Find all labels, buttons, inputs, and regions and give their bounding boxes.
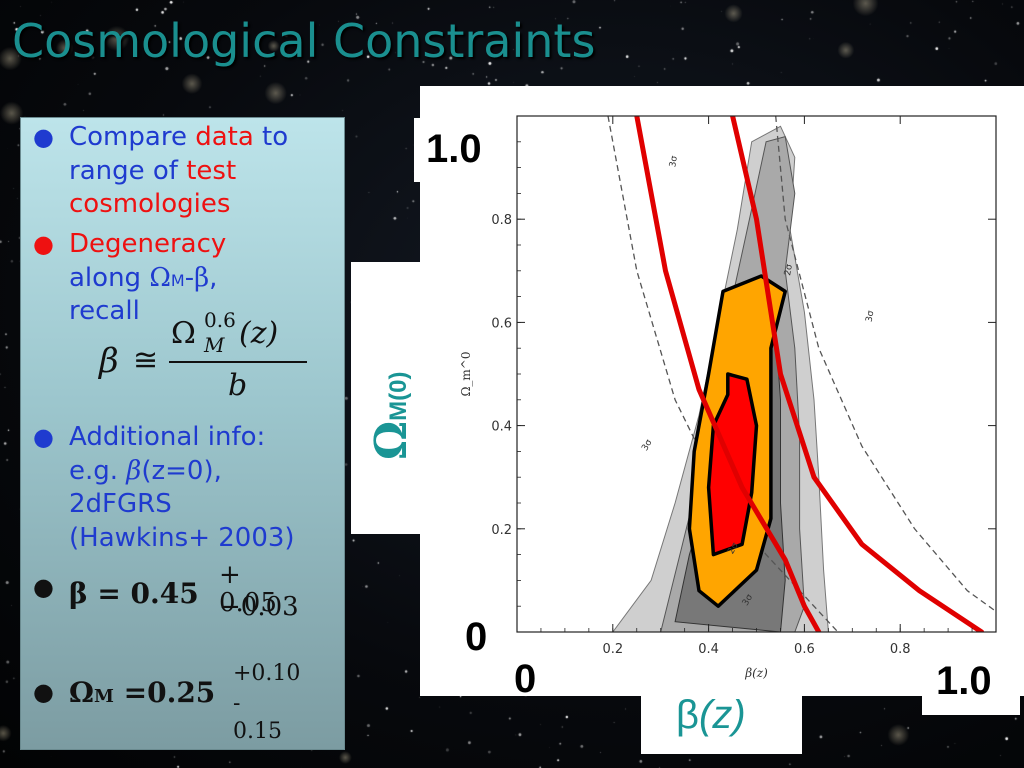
text: range of [69,156,187,186]
formula-denominator: b [228,368,248,403]
text: e.g. [69,456,127,486]
bullet-dot: ● [33,678,54,706]
dashed-curve-right [775,116,996,612]
contour-label: 3σ [865,310,877,323]
text: (Hawkins+ 2003) [69,523,295,553]
fraction-bar [169,361,307,363]
text: (z=0), [141,456,222,486]
text-degeneracy: Degeneracy [69,229,227,259]
formula-approx: ≅ [133,343,159,378]
formula-exponent: 0.6 [204,308,236,332]
omega-lower-error: - 0.15 [233,691,282,744]
text: Compare [69,122,196,152]
text-test: test [186,156,237,186]
y-axis-subscript: M(0) [385,371,412,421]
text-recall: recall [69,296,140,326]
bullet-dot: ● [33,230,54,258]
bullet-dot: ● [33,423,54,451]
y-tick-label: 0.6 [491,316,512,331]
omega-symbol: Ω [69,676,94,709]
x-axis-min-label: 0 [514,657,537,701]
y-tick-label: 0.4 [491,420,512,435]
slide-title: Cosmological Constraints [12,14,596,68]
x-tick-label: 0.2 [602,642,623,657]
red-curve-left [634,116,822,632]
formula-beta: β [99,341,119,381]
omega-symbol: Ω [149,263,171,293]
omega-value: =0.25 [113,676,216,709]
x-right-box [922,655,1020,715]
text: to [253,122,289,152]
y-axis-title: Ω_m^0 [459,351,473,396]
y-tick-label: 0.8 [491,213,512,228]
bullet-dot: ● [33,573,54,601]
x-axis-max-label: 1.0 [936,659,992,703]
x-axis-label-box [641,688,802,754]
formula-subscript: M [204,333,225,357]
text: 2dFGRS [69,489,172,519]
formula-argument: (z) [239,316,279,351]
x-tick-label: 0.6 [794,642,815,657]
x-tick-label: 0.4 [698,642,719,657]
y-axis-label-box [351,262,421,534]
y-axis-label: ΩM(0) [366,372,417,461]
y-axis-max-label: 1.0 [426,127,482,171]
x-tick-label: 0.8 [890,642,911,657]
x-axis-z: (z) [699,693,746,737]
text-cosmologies: cosmologies [69,189,231,219]
beta-symbol: β [676,693,700,737]
x-axis-title: β(z) [744,666,768,680]
text: - [184,263,195,293]
beta-upper-error: + 0.05 [219,560,277,618]
red-curve-right [730,116,985,632]
contour-label: 3σ [668,155,680,168]
x-axis-label: β(z) [676,693,746,738]
subscript: M [93,686,114,707]
text: along [69,263,150,293]
bullet-panel: ● Compare data to range of test cosmolog… [20,117,345,750]
y-tick-label: 0.2 [491,523,512,538]
omega-upper-error: +0.10 [233,661,301,686]
bullet-dot: ● [33,123,54,151]
beta-symbol: β [194,263,210,293]
text: , [209,263,218,293]
formula-omega: Ω [171,316,196,351]
beta-symbol: β [126,456,142,486]
y-axis-min-label: 0 [465,615,488,659]
y-top-box [414,118,504,182]
omega-symbol: Ω [366,420,417,460]
subscript: M [170,271,185,290]
beta-lower-error: −0.03 [219,592,299,622]
text: Additional info: [69,422,266,452]
contour-label: 2σ [783,263,795,276]
text-data: data [195,122,254,152]
beta-value: β = 0.45 [69,577,199,610]
